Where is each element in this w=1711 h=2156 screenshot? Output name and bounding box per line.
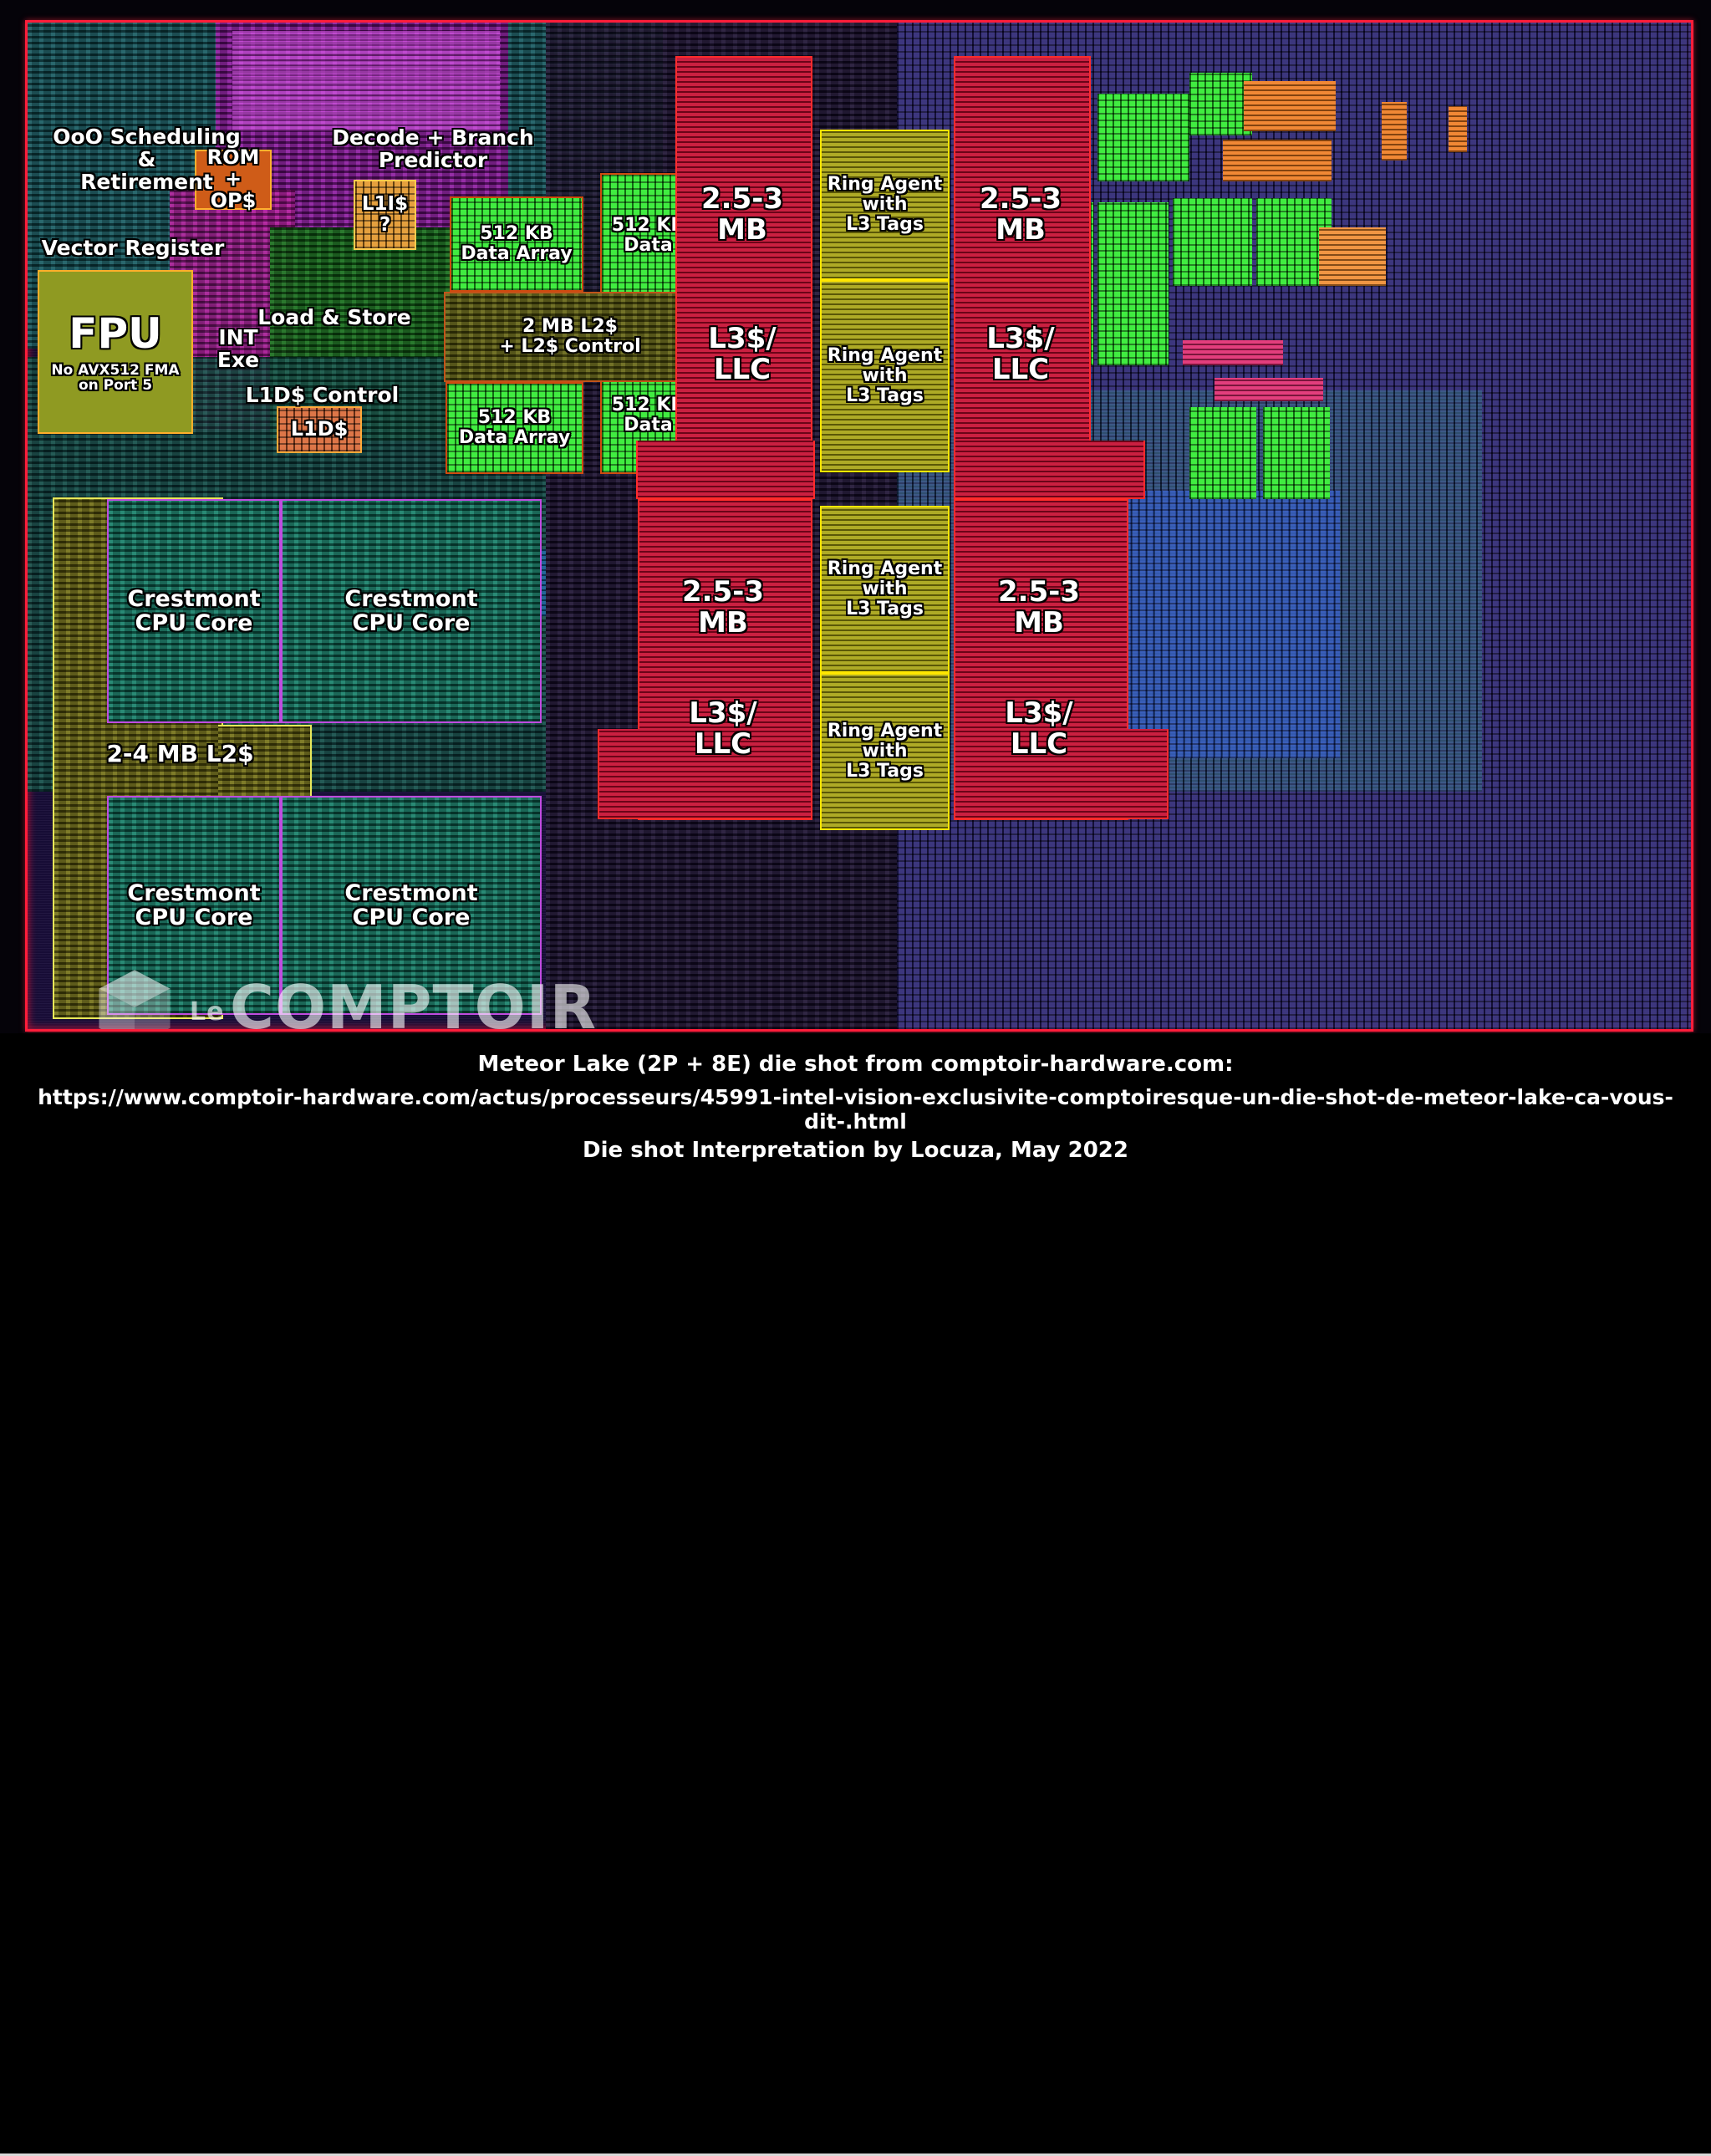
block-l3-top-left[interactable]	[675, 56, 812, 501]
die-sram-patch-7	[1097, 202, 1169, 365]
block-l3-bottom-left-size: 2.5-3 MB	[682, 575, 764, 640]
die-orange-patch-3	[1382, 102, 1407, 161]
block-crestmont-core-1[interactable]: Crestmont CPU Core	[107, 499, 281, 723]
label-load-store: Load & Store	[257, 304, 411, 329]
die-orange-patch-1	[1244, 81, 1336, 131]
watermark-hardware: HARDWARE	[238, 1026, 593, 1029]
block-fpu[interactable]: FPU No AVX512 FMA on Port 5	[38, 270, 193, 434]
die-orange-patch-5	[1319, 227, 1386, 286]
label-vector-register: Vector Register	[41, 235, 225, 260]
block-ecore-l2-label: 2-4 MB L2$	[106, 739, 254, 767]
block-l3-top-left-size: 2.5-3 MB	[701, 182, 783, 247]
block-fpu-note: No AVX512 FMA on Port 5	[51, 361, 180, 394]
block-l3-top-left-name: L3$/ LLC	[708, 322, 777, 386]
caption-line-credit: Die shot Interpretation by Locuza, May 2…	[583, 1138, 1128, 1163]
block-ring-agent-2[interactable]: Ring Agent with L3 Tags	[820, 280, 950, 472]
die-orange-patch-4	[1449, 106, 1467, 152]
label-l1d-control: L1D$ Control	[245, 382, 400, 407]
block-crestmont-core-2[interactable]: Crestmont CPU Core	[281, 499, 542, 723]
caption-line-url[interactable]: https://www.comptoir-hardware.com/actus/…	[38, 1085, 1673, 1134]
die-sram-patch-5	[1263, 407, 1330, 499]
die-sram-patch-2	[1173, 198, 1252, 286]
block-l3-bottom-left-name: L3$/ LLC	[689, 696, 757, 761]
block-ring-agent-3-label: Ring Agent with L3 Tags	[827, 558, 943, 619]
die-sram-patch-3	[1256, 198, 1332, 286]
block-l3-top-right-name: L3$/ LLC	[986, 322, 1055, 386]
block-l1d-cache-label: L1D$	[290, 417, 349, 441]
die-orange-patch-2	[1223, 140, 1332, 181]
block-data-array-top-left[interactable]: 512 KB Data Array	[450, 196, 583, 292]
block-ring-agent-1-label: Ring Agent with L3 Tags	[827, 174, 943, 235]
block-l3-top-right-size: 2.5-3 MB	[980, 182, 1062, 247]
block-l3-top-right[interactable]	[954, 56, 1091, 501]
block-l3-bottom-right-size: 2.5-3 MB	[998, 575, 1080, 640]
die-sram-patch-6	[1097, 94, 1189, 181]
die-pink-patch-2	[1215, 378, 1323, 401]
label-decode-branch-predictor: Decode + Branch Predictor	[332, 125, 534, 172]
label-ooo-scheduling: OoO Scheduling & Retirement	[53, 124, 241, 194]
caption-area: Meteor Lake (2P + 8E) die shot from comp…	[0, 1033, 1711, 2156]
die-photo: ROM + OP$ L1I$ ? FPU No AVX512 FMA on Po…	[25, 20, 1693, 1032]
block-fpu-label: FPU	[69, 308, 162, 358]
block-ring-agent-4[interactable]: Ring Agent with L3 Tags	[820, 673, 950, 830]
block-crestmont-core-2-label: Crestmont CPU Core	[344, 585, 478, 636]
block-data-array-bottom-left-label: 512 KB Data Array	[458, 407, 571, 448]
die-shot-annotation-figure: ROM + OP$ L1I$ ? FPU No AVX512 FMA on Po…	[0, 20, 1711, 2156]
block-l1i-cache[interactable]: L1I$ ?	[354, 180, 416, 250]
block-data-array-top-left-label: 512 KB Data Array	[461, 223, 573, 264]
block-l3-top-left-foot	[636, 441, 815, 499]
die-texture-decode-bright	[232, 31, 500, 131]
block-l3-bottom-right-foot	[954, 729, 1169, 819]
block-crestmont-core-3-label: Crestmont CPU Core	[127, 879, 261, 930]
block-l2-cache-label: 2 MB L2$ + L2$ Control	[499, 316, 641, 357]
die-pink-patch-1	[1183, 340, 1283, 365]
block-data-array-bottom-left[interactable]: 512 KB Data Array	[446, 382, 583, 474]
block-ring-agent-2-label: Ring Agent with L3 Tags	[827, 345, 943, 406]
caption-line-source: Meteor Lake (2P + 8E) die shot from comp…	[477, 1052, 1234, 1077]
block-ring-agent-3[interactable]: Ring Agent with L3 Tags	[820, 506, 950, 673]
block-rom-opcache-label: ROM + OP$	[206, 145, 260, 212]
block-crestmont-core-4-label: Crestmont CPU Core	[344, 879, 478, 930]
label-int-exe: INT Exe	[216, 325, 260, 372]
block-l3-bottom-left-foot	[598, 729, 812, 819]
block-crestmont-core-4[interactable]: Crestmont CPU Core	[281, 796, 542, 1015]
block-l3-bottom-right-name: L3$/ LLC	[1005, 696, 1073, 761]
block-l1d-cache[interactable]: L1D$	[277, 406, 362, 453]
block-data-bottom-right-label: 512 KB Data	[611, 395, 685, 436]
block-l3-top-right-foot	[954, 441, 1145, 499]
block-ring-agent-1[interactable]: Ring Agent with L3 Tags	[820, 130, 950, 280]
block-l1i-cache-label: L1I$ ?	[361, 193, 409, 236]
block-crestmont-core-3[interactable]: Crestmont CPU Core	[107, 796, 281, 1015]
block-ring-agent-4-label: Ring Agent with L3 Tags	[827, 721, 943, 782]
block-rom-opcache[interactable]: ROM + OP$	[195, 145, 272, 212]
block-crestmont-core-1-label: Crestmont CPU Core	[127, 585, 261, 636]
die-sram-patch-4	[1189, 407, 1256, 499]
block-l2-cache[interactable]: 2 MB L2$ + L2$ Control	[444, 292, 696, 382]
block-data-top-right-label: 512 KB Data	[611, 215, 685, 256]
die-sram-patch-1	[1189, 73, 1252, 135]
